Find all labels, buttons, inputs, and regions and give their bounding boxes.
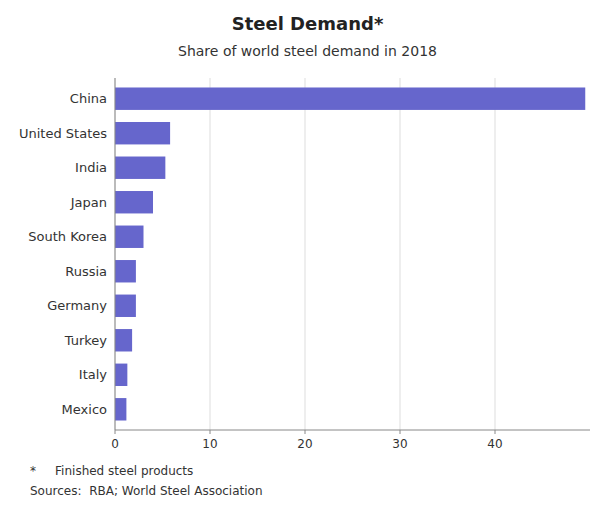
x-axis-line <box>115 430 590 431</box>
y-tick-label: China <box>70 91 107 106</box>
subtitle: Share of world steel demand in 2018 <box>178 43 437 59</box>
grid-line <box>305 78 306 430</box>
x-tick <box>305 430 306 434</box>
y-tick-label: Japan <box>70 195 107 210</box>
bar <box>115 157 165 179</box>
footnote: * Finished steel products <box>30 464 193 478</box>
x-tick <box>495 430 496 434</box>
x-tick-label: 20 <box>297 437 312 451</box>
y-tick-label: Germany <box>47 298 107 313</box>
chart: Steel Demand* Share of world steel demand… <box>0 0 615 519</box>
bar <box>115 295 136 317</box>
y-tick-label: India <box>75 160 107 175</box>
y-tick-label: Mexico <box>62 402 107 417</box>
bar <box>115 364 127 386</box>
x-tick-label: 30 <box>392 437 407 451</box>
y-axis-line <box>115 78 116 430</box>
y-tick-label: Russia <box>65 264 107 279</box>
grid-line <box>115 78 116 430</box>
y-tick-label: United States <box>19 126 107 141</box>
x-tick-label: 0 <box>111 437 119 451</box>
x-tick <box>400 430 401 434</box>
x-tick <box>115 430 116 434</box>
bar <box>115 87 585 109</box>
grid-line <box>495 78 496 430</box>
grid-line <box>400 78 401 430</box>
x-tick-label: 40 <box>487 437 502 451</box>
bar <box>115 260 136 282</box>
chart-container: Steel Demand* Share of world steel demand… <box>0 0 615 519</box>
x-tick-label: 10 <box>202 437 217 451</box>
bars <box>115 87 585 420</box>
grid-line <box>210 78 211 430</box>
bar <box>115 226 144 248</box>
bar <box>115 398 126 420</box>
y-tick-label: Italy <box>79 367 108 382</box>
x-tick <box>210 430 211 434</box>
y-tick-label: Turkey <box>64 333 108 348</box>
title: Steel Demand* <box>232 13 384 34</box>
footnote: Sources: RBA; World Steel Association <box>30 484 263 498</box>
y-tick-label: South Korea <box>28 229 107 244</box>
bar <box>115 329 132 351</box>
grid <box>115 78 495 430</box>
bar <box>115 122 170 144</box>
bar <box>115 191 153 213</box>
